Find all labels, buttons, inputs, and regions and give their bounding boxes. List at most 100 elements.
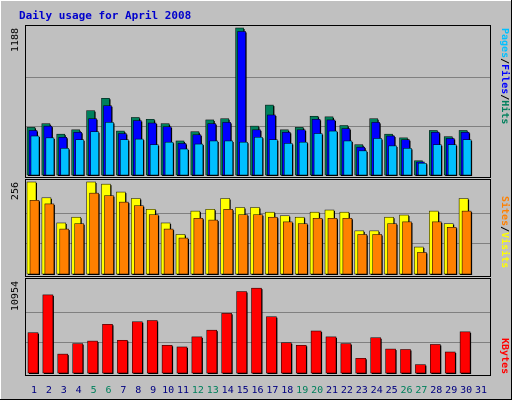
x-tick-label: 8 xyxy=(135,385,141,396)
pages-bar xyxy=(343,140,353,176)
pages-bar xyxy=(447,144,457,176)
kbytes-bar xyxy=(355,358,367,374)
sites-bar xyxy=(432,221,442,275)
kbytes-bar xyxy=(132,321,143,374)
legend-kbytes: KBytes xyxy=(499,338,510,374)
sites-bar xyxy=(387,223,397,275)
x-tick-label: 10 xyxy=(162,385,174,396)
x-tick-label: 31 xyxy=(475,385,487,396)
pages-bar xyxy=(254,137,263,176)
top-panel: 1188 Pages/Files/Hits xyxy=(10,25,511,178)
kbytes-bar xyxy=(266,316,277,374)
sites-bar xyxy=(297,223,308,275)
kbytes-bar xyxy=(176,346,188,374)
sites-bar xyxy=(223,209,233,275)
kbytes-bar xyxy=(206,329,218,374)
sites-bar xyxy=(134,205,144,275)
pages-bar xyxy=(433,144,442,176)
middle-panel: 256 Sites/Visits xyxy=(10,179,511,277)
sites-bar xyxy=(59,228,70,275)
top-panel-max-label: 1188 xyxy=(10,28,21,52)
x-tick-label: 13 xyxy=(207,385,219,396)
pages-bar xyxy=(388,145,397,176)
pages-bar xyxy=(60,148,70,176)
x-tick-label: 5 xyxy=(91,385,97,396)
sites-bar xyxy=(253,214,263,275)
kbytes-bar xyxy=(146,320,158,374)
x-tick-label: 28 xyxy=(430,385,442,396)
x-tick-label: 29 xyxy=(445,385,457,396)
pages-bar xyxy=(298,141,308,176)
sites-bar xyxy=(74,223,84,275)
sites-bar xyxy=(119,201,129,275)
sites-bar xyxy=(208,219,219,275)
kbytes-bar xyxy=(281,342,292,374)
pages-bar xyxy=(90,131,99,176)
chart-title: Daily usage for April 2008 xyxy=(19,9,191,22)
kbytes-bar xyxy=(444,351,456,374)
legend-separator: / xyxy=(499,58,510,64)
x-tick-label: 1 xyxy=(31,385,37,396)
kbytes-bar xyxy=(221,313,232,374)
pages-bar xyxy=(224,140,233,176)
x-tick-label: 16 xyxy=(251,385,263,396)
x-tick-label: 18 xyxy=(281,385,293,396)
x-tick-label: 9 xyxy=(150,385,156,396)
sites-bar xyxy=(327,218,338,275)
x-tick-label: 21 xyxy=(326,385,338,396)
middle-panel-bars xyxy=(26,181,473,275)
sites-bar xyxy=(283,221,293,275)
x-tick-label: 30 xyxy=(460,385,472,396)
middle-panel-legend: Sites/Visits xyxy=(499,196,511,268)
sites-bar xyxy=(312,218,323,275)
pages-bar xyxy=(194,143,204,176)
x-tick-label: 17 xyxy=(266,385,278,396)
x-tick-label: 11 xyxy=(177,385,189,396)
x-tick-label: 3 xyxy=(61,385,67,396)
sites-bar xyxy=(178,237,189,275)
x-tick-label: 14 xyxy=(222,385,234,396)
sites-bar xyxy=(29,200,40,275)
sites-bar xyxy=(342,218,353,275)
pages-bar xyxy=(328,130,338,176)
pages-bar xyxy=(418,162,427,176)
kbytes-bar xyxy=(459,331,471,374)
pages-bar xyxy=(149,144,159,176)
sites-bar xyxy=(104,195,114,275)
sites-bar xyxy=(238,214,248,275)
kbytes-bar xyxy=(430,344,441,374)
bottom-panel: 10954 KBytes xyxy=(10,278,510,376)
pages-bar xyxy=(164,141,174,176)
pages-bar xyxy=(105,122,114,176)
kbytes-bar xyxy=(72,343,83,374)
pages-bar xyxy=(358,150,368,176)
x-tick-label: 20 xyxy=(311,385,323,396)
kbytes-bar xyxy=(102,324,113,374)
x-tick-label: 7 xyxy=(120,385,126,396)
sites-bar xyxy=(372,234,382,275)
pages-bar xyxy=(135,138,144,176)
kbytes-bar xyxy=(340,343,352,374)
pages-bar xyxy=(373,138,382,176)
x-tick-label: 26 xyxy=(400,385,412,396)
x-tick-label: 6 xyxy=(105,385,111,396)
pages-bar xyxy=(239,141,248,176)
pages-bar xyxy=(313,133,323,176)
kbytes-bar xyxy=(57,353,69,374)
kbytes-bar xyxy=(42,294,54,374)
pages-bar xyxy=(403,148,412,176)
sites-bar xyxy=(402,221,412,275)
sites-bar xyxy=(357,234,368,275)
legend-files: Files xyxy=(499,64,511,94)
top-panel-legend: Pages/Files/Hits xyxy=(499,28,511,124)
kbytes-bar xyxy=(236,291,247,374)
x-tick-label: 25 xyxy=(386,385,398,396)
kbytes-bar xyxy=(325,336,337,374)
kbytes-bar xyxy=(251,287,262,374)
sites-bar xyxy=(417,252,427,275)
pages-bar xyxy=(462,139,472,176)
kbytes-bar xyxy=(27,332,39,374)
kbytes-bar xyxy=(385,348,396,374)
sites-bar xyxy=(268,216,278,275)
